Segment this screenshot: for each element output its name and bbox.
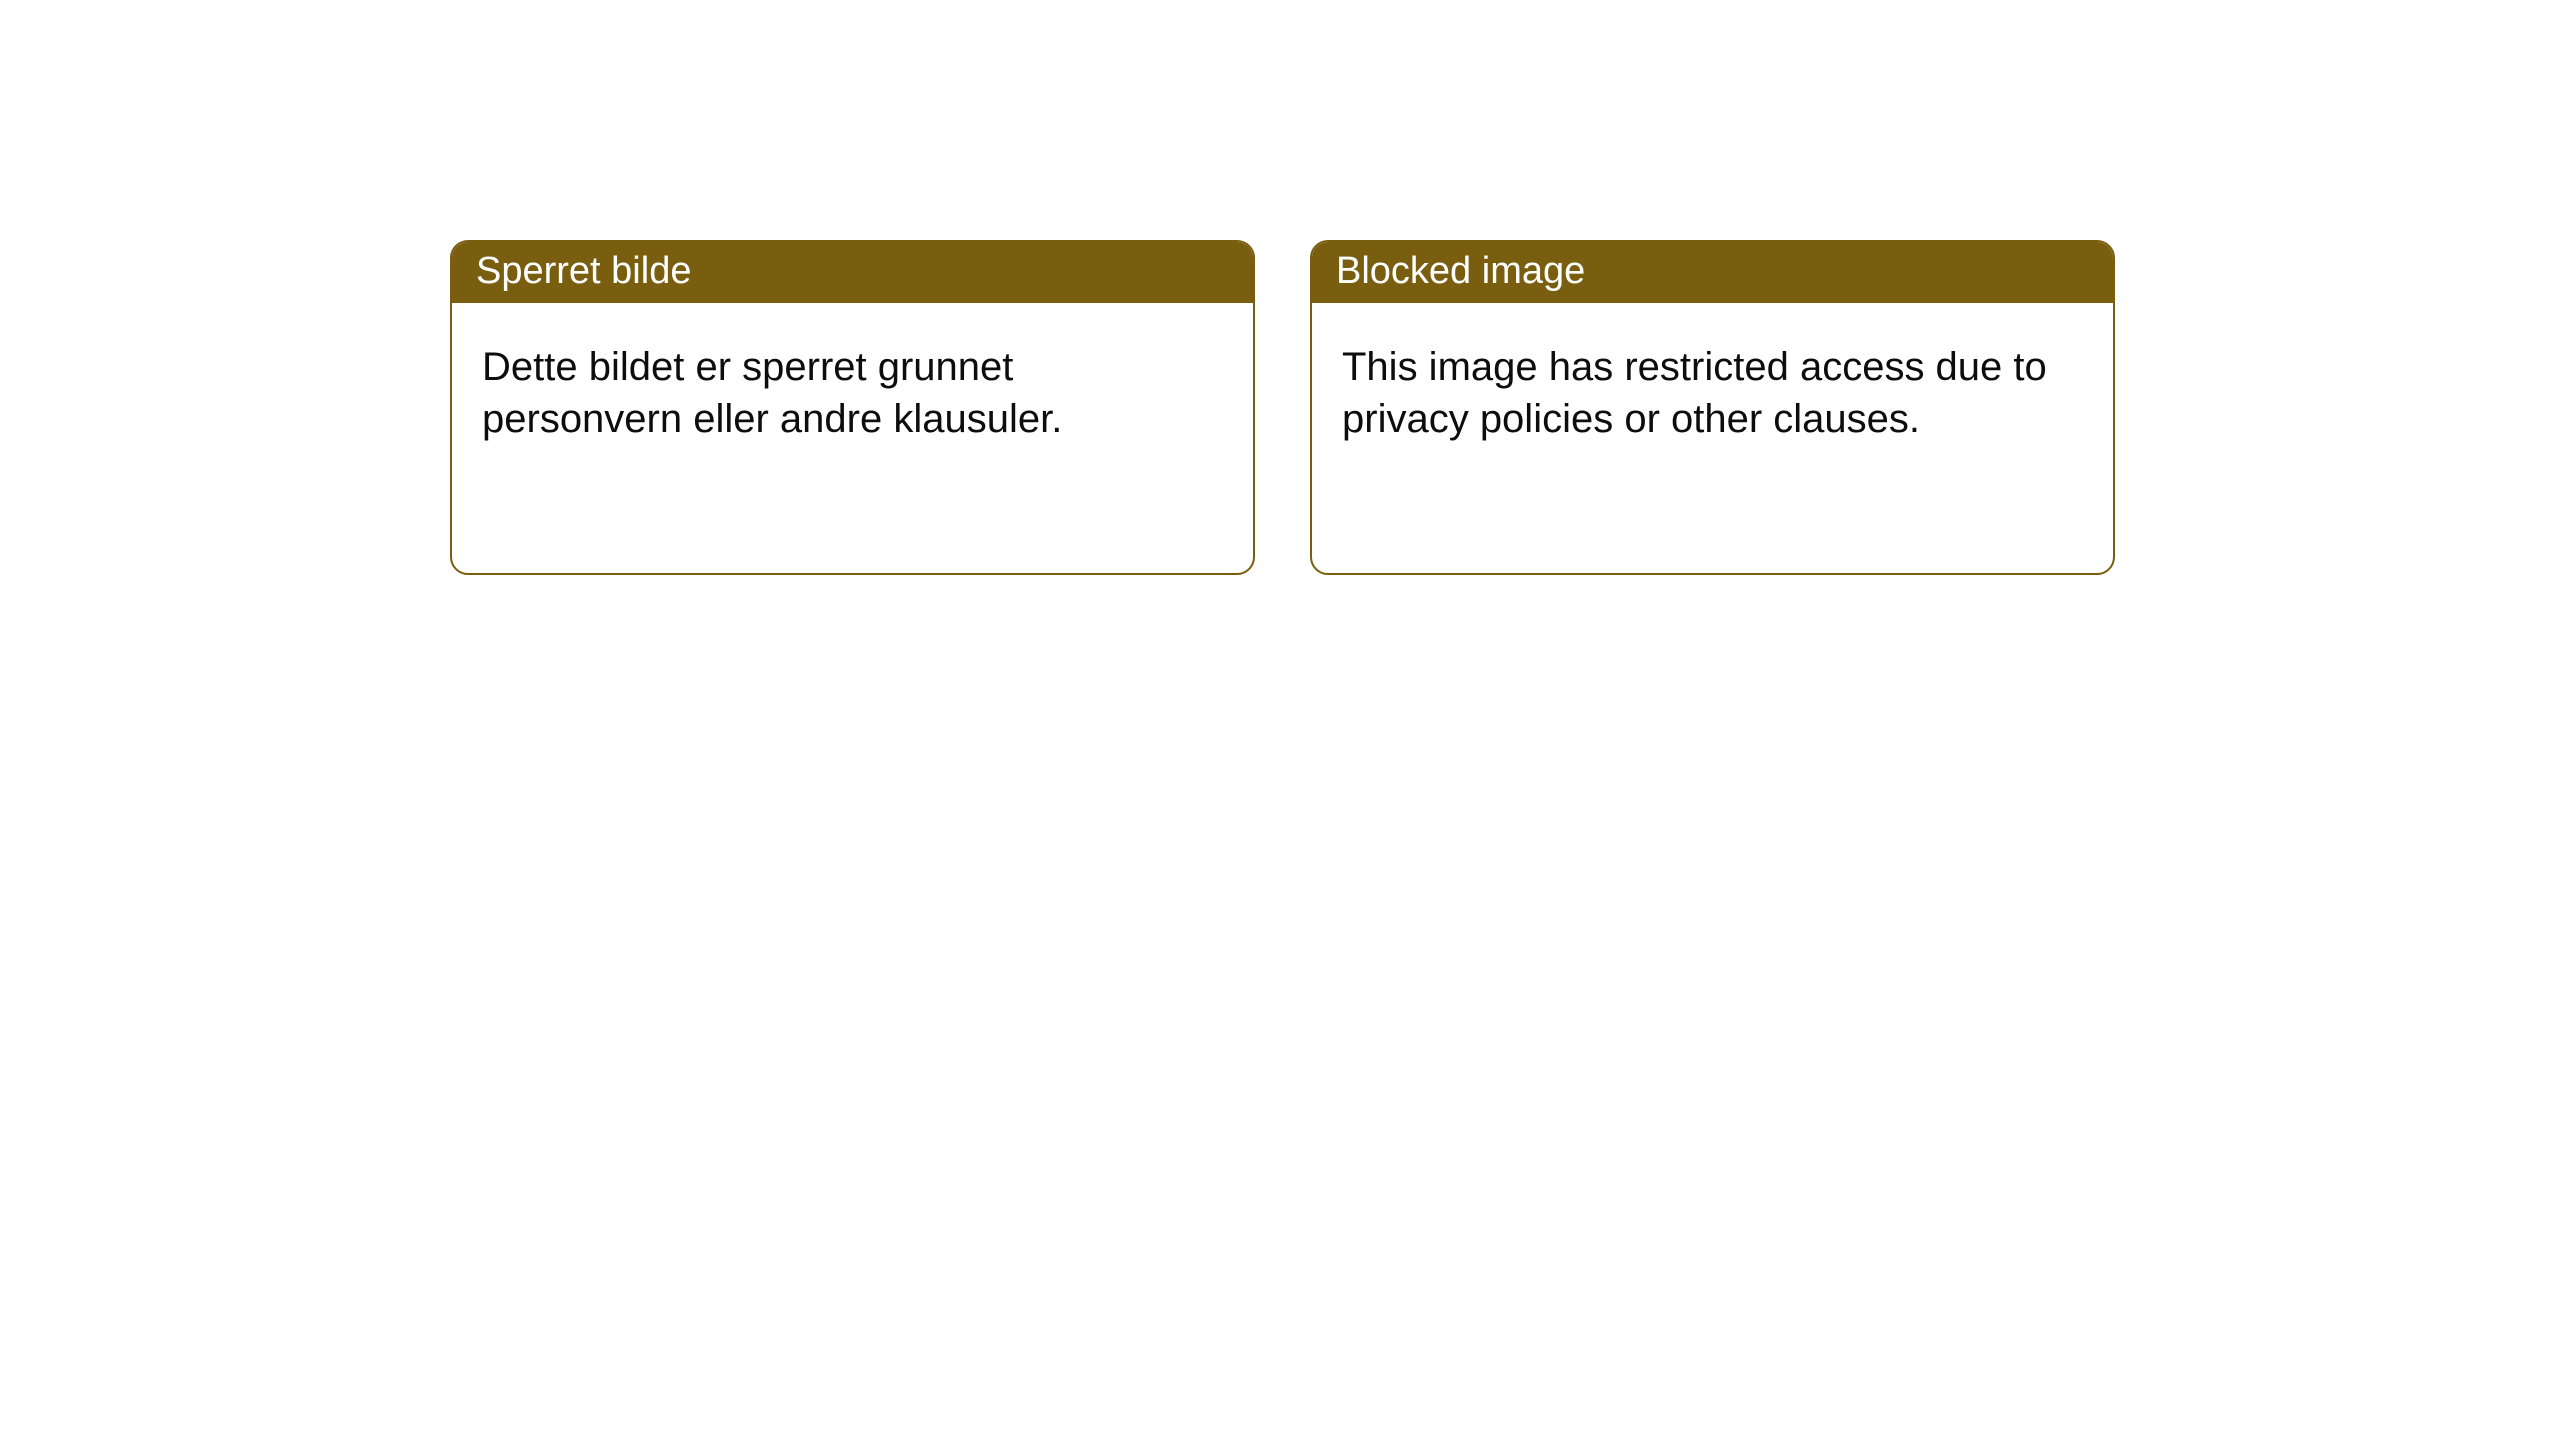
card-header: Sperret bilde: [452, 242, 1253, 303]
card-title: Blocked image: [1336, 250, 1585, 292]
card-body: This image has restricted access due to …: [1312, 303, 2113, 475]
card-header: Blocked image: [1312, 242, 2113, 303]
notice-card-english: Blocked image This image has restricted …: [1310, 240, 2115, 575]
notice-card-norwegian: Sperret bilde Dette bildet er sperret gr…: [450, 240, 1255, 575]
card-body-text: Dette bildet er sperret grunnet personve…: [482, 345, 1062, 441]
notice-container: Sperret bilde Dette bildet er sperret gr…: [450, 240, 2115, 575]
card-title: Sperret bilde: [476, 250, 691, 292]
card-body-text: This image has restricted access due to …: [1342, 345, 2047, 441]
card-body: Dette bildet er sperret grunnet personve…: [452, 303, 1253, 475]
